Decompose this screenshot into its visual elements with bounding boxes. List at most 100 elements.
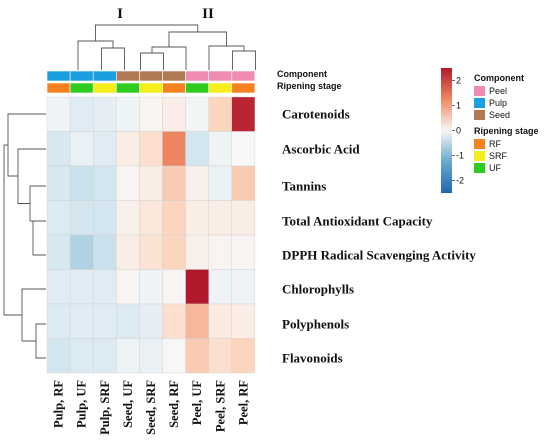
heatmap-cell <box>185 131 209 167</box>
heatmap-cell <box>139 131 163 167</box>
column-label: Seed, SRF <box>144 380 158 435</box>
heatmap-cell <box>185 96 209 132</box>
legend-item-label: RF <box>489 139 501 149</box>
component-annotation-cell <box>92 70 117 82</box>
heatmap-cell <box>46 303 71 339</box>
column-label: Seed, RF <box>167 380 181 428</box>
legend-swatch <box>474 110 485 120</box>
heatmap-cell <box>208 96 232 132</box>
heatmap-cell <box>46 234 71 270</box>
ripening-annotation-cell <box>231 82 256 94</box>
heatmap-cell <box>208 234 232 270</box>
column-annotations <box>46 70 256 94</box>
heatmap-cell <box>69 303 94 339</box>
heatmap-cell <box>208 200 232 236</box>
heatmap-cell <box>185 269 209 305</box>
heatmap-cell <box>208 269 232 305</box>
heatmap-cell <box>46 131 71 167</box>
column-label: Pulp, SRF <box>98 380 112 435</box>
row-label: Ascorbic Acid <box>282 142 360 157</box>
heatmap-cell <box>208 165 232 201</box>
component-annotation-title: Component <box>277 69 327 79</box>
heatmap-cell <box>116 96 140 132</box>
heatmap-cell <box>92 338 117 374</box>
heatmap-cell <box>139 234 163 270</box>
heatmap-cell <box>116 338 140 374</box>
row-label: Carotenoids <box>282 107 350 122</box>
cluster-label-2: II <box>202 6 214 22</box>
heatmap-cell <box>116 165 140 201</box>
color-scale-ticks: 2 1 0 -1 -2 <box>452 76 464 186</box>
heatmap-cell <box>46 269 71 305</box>
heatmap-cell <box>231 131 256 167</box>
heatmap-cell <box>69 165 94 201</box>
heatmap-cell <box>231 96 256 132</box>
component-annotation-cell <box>46 70 71 82</box>
column-label: Pulp, RF <box>52 380 66 428</box>
heatmap-cell <box>185 338 209 374</box>
ripening-annotation-cell <box>139 82 163 94</box>
heatmap-cell <box>139 269 163 305</box>
heatmap-cell <box>139 303 163 339</box>
heatmap-cell <box>139 165 163 201</box>
heatmap-cell <box>46 338 71 374</box>
row-label: Polyphenols <box>282 317 349 332</box>
color-scale-tick-label: -1 <box>456 151 464 161</box>
heatmap-cell <box>116 131 140 167</box>
heatmap-cell <box>116 234 140 270</box>
heatmap-cell <box>185 303 209 339</box>
heatmap-cell <box>231 234 256 270</box>
legend-item-label: Peel <box>489 86 507 96</box>
component-annotation-cell <box>139 70 163 82</box>
heatmap-cell <box>162 303 186 339</box>
row-label: Flavonoids <box>282 351 343 366</box>
ripening-annotation-title: Ripening stage <box>277 81 342 91</box>
legend-item-label: Pulp <box>489 98 507 108</box>
heatmap-cell <box>162 165 186 201</box>
heatmap-cell <box>92 303 117 339</box>
heatmap-cell <box>92 200 117 236</box>
component-annotation-cell <box>231 70 256 82</box>
heatmap-cell <box>231 200 256 236</box>
column-labels: Pulp, RF Pulp, UF Pulp, SRF Seed, UF Seed, S… <box>52 380 251 435</box>
column-label: Peel, RF <box>236 380 250 425</box>
heatmap-cell <box>208 131 232 167</box>
legend-item-label: UF <box>489 163 501 173</box>
heatmap-cell <box>116 200 140 236</box>
legend-swatch <box>474 139 485 149</box>
legend-swatch <box>474 151 485 161</box>
ripening-annotation-cell <box>116 82 140 94</box>
component-annotation-cell <box>185 70 210 82</box>
row-dendrogram <box>3 113 46 359</box>
heatmap-cell <box>92 234 117 270</box>
heatmap-cell <box>185 165 209 201</box>
ripening-annotation-cell <box>92 82 117 94</box>
row-label: DPPH Radical Scavenging Activity <box>282 248 476 263</box>
column-label: Pulp, UF <box>75 380 89 428</box>
heatmap-cell <box>116 303 140 339</box>
annotation-legend: Component Peel Pulp Seed Ripening stage RF SRF… <box>474 73 539 173</box>
column-label: Peel, UF <box>190 380 204 425</box>
heatmap-cell <box>69 338 94 374</box>
component-annotation-cell <box>69 70 94 82</box>
color-scale-tick-label: 2 <box>456 76 461 86</box>
color-scale-tick-label: 1 <box>456 101 461 111</box>
column-dendrogram <box>77 24 256 70</box>
heatmap-cell <box>69 200 94 236</box>
component-annotation-cell <box>116 70 140 82</box>
heatmap-cell <box>162 269 186 305</box>
heatmap-cell <box>116 269 140 305</box>
row-labels: Carotenoids Ascorbic Acid Tannins Total Ant… <box>282 107 476 366</box>
column-label: Peel, SRF <box>213 380 227 432</box>
heatmap-cell <box>162 338 186 374</box>
heatmap-cell <box>231 338 256 374</box>
component-annotation-cell <box>162 70 186 82</box>
color-scale-tick-label: -2 <box>456 176 464 186</box>
heatmap-cell <box>69 131 94 167</box>
heatmap-cell <box>69 96 94 132</box>
heatmap-cell <box>46 96 71 132</box>
heatmap-cell <box>208 303 232 339</box>
legend-ripening-title: Ripening stage <box>474 126 539 136</box>
heatmap-cell <box>46 165 71 201</box>
heatmap-cell <box>208 338 232 374</box>
